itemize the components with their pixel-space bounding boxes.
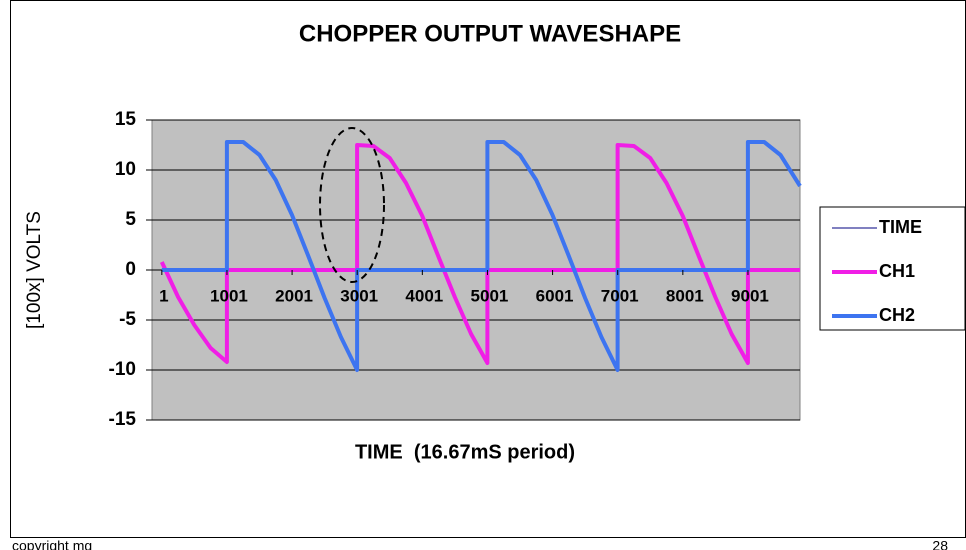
legend-box [819, 206, 966, 331]
x-tick-label: 8001 [666, 286, 704, 305]
y-tick-label: 5 [125, 209, 136, 230]
legend-label: TIME [879, 217, 922, 237]
x-tick-label: 1001 [210, 286, 248, 305]
x-tick-label: 4001 [405, 286, 443, 305]
y-axis-label: [100x] VOLTS [24, 211, 45, 329]
y-tick-label: -15 [109, 409, 137, 430]
y-tick-label: 10 [115, 159, 136, 180]
x-tick-label: 2001 [275, 286, 313, 305]
legend: TIME CH1 CH2 [832, 217, 922, 325]
footer-left: copyright mg [12, 538, 92, 550]
y-tick-label: 15 [115, 109, 137, 130]
chart-title: CHOPPER OUTPUT WAVESHAPE [299, 20, 681, 47]
x-tick-label: 3001 [340, 286, 378, 305]
annotation-ellipse [319, 127, 385, 283]
x-tick-label: 9001 [731, 286, 769, 305]
y-tick-label: 0 [125, 259, 136, 280]
legend-label: CH1 [879, 261, 915, 281]
footer-right: 28 [932, 538, 948, 550]
x-axis-label: TIME (16.67mS period) [355, 441, 575, 463]
x-tick-label: 1 [159, 286, 168, 305]
legend-label: CH2 [879, 305, 915, 325]
x-tick-label: 5001 [471, 286, 509, 305]
plot [146, 119, 802, 421]
x-tick-label: 7001 [601, 286, 639, 305]
y-tick-label: -5 [119, 309, 136, 330]
x-tick-label: 6001 [536, 286, 574, 305]
y-tick-label: -10 [109, 359, 136, 380]
